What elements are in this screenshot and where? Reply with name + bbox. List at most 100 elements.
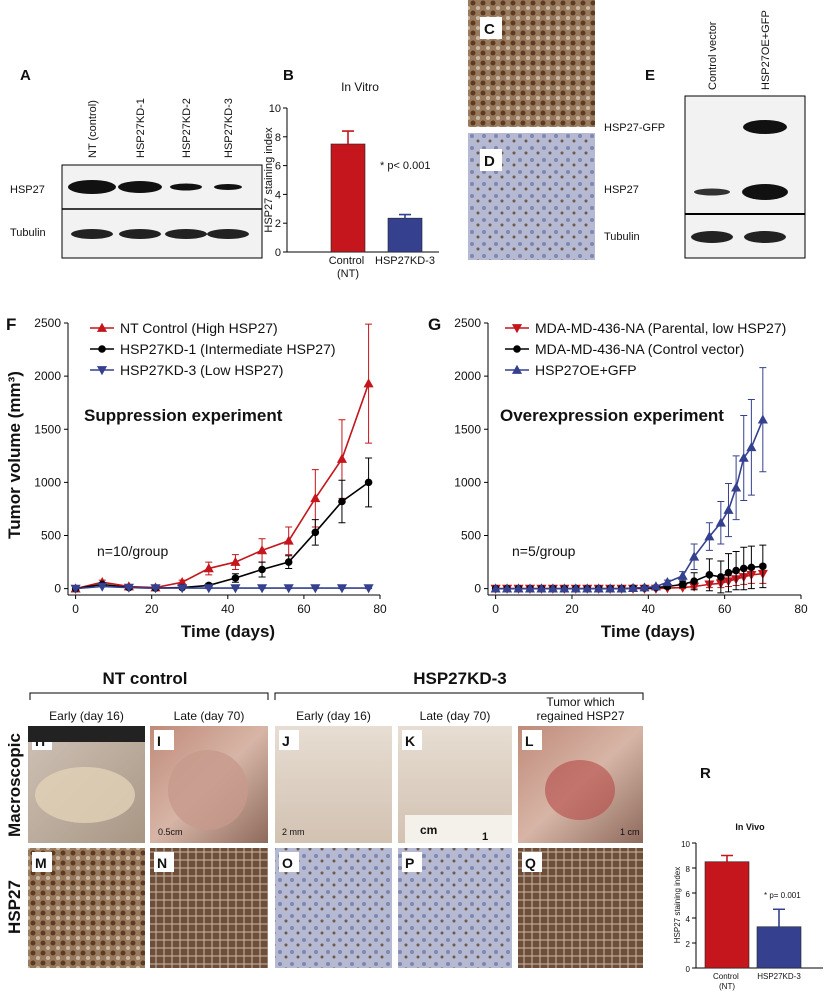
letter-box xyxy=(480,149,502,171)
scale-label: 1 xyxy=(482,831,488,843)
panel-letter: J xyxy=(282,733,290,749)
letter-box xyxy=(32,852,52,872)
marker xyxy=(336,584,348,594)
column-header: regained HSP27 xyxy=(536,709,624,723)
x-tick-label: 80 xyxy=(794,602,808,616)
marker xyxy=(177,584,188,594)
marker xyxy=(757,414,768,424)
letter-box xyxy=(480,17,502,39)
marker xyxy=(338,497,346,506)
y-axis-label: HSP27 staining index xyxy=(263,127,275,233)
bar xyxy=(387,217,423,253)
panel-letter: A xyxy=(20,67,31,84)
marker xyxy=(97,582,108,592)
annotation: * p< 0.001 xyxy=(380,160,430,172)
row-label: Macroscopic xyxy=(5,733,24,837)
x-tick-label: 60 xyxy=(297,602,311,616)
y-tick-label: 6 xyxy=(686,890,691,899)
legend-label: HSP27KD-1 (Intermediate HSP27) xyxy=(120,341,336,357)
scale-label: 1 cm xyxy=(620,827,640,837)
y-tick-label: 0 xyxy=(474,582,481,596)
marker xyxy=(723,504,734,514)
marker xyxy=(547,583,558,593)
y-tick-label: 10 xyxy=(269,103,281,115)
label-line: Control xyxy=(329,255,368,267)
panel-letter: I xyxy=(157,733,161,749)
y-tick-label: 1000 xyxy=(454,475,481,489)
scale-label: cm xyxy=(420,823,437,837)
marker xyxy=(150,584,161,594)
x-axis-label: Time (days) xyxy=(181,622,275,641)
column-header: Early (day 16) xyxy=(296,709,371,723)
band xyxy=(214,184,242,190)
panel-letter: G xyxy=(428,315,441,334)
band xyxy=(170,183,202,191)
y-axis-label: HSP27 staining index xyxy=(673,867,682,944)
marker xyxy=(230,556,241,566)
panel-letter: R xyxy=(700,765,711,782)
group-header: HSP27KD-3 xyxy=(413,669,507,688)
marker xyxy=(524,583,536,593)
series-line xyxy=(75,481,370,590)
lane-label: HSP27KD-2 xyxy=(181,98,193,158)
row-label: HSP27 xyxy=(10,184,45,196)
x-tick-label: 20 xyxy=(565,602,579,616)
row-label: HSP27-GFP xyxy=(604,122,665,134)
panel-letter: Q xyxy=(525,855,536,871)
legend-marker xyxy=(96,322,108,332)
y-axis-label: Tumor volume (mm³) xyxy=(5,371,24,539)
lane-label: HSP27KD-1 xyxy=(135,98,147,158)
y-tick-label: 1500 xyxy=(34,422,61,436)
y-tick-label: 1000 xyxy=(34,475,61,489)
x-tick-label: 0 xyxy=(72,602,79,616)
x-tick-label: Control (NT) xyxy=(329,255,368,280)
annotation: Suppression experiment xyxy=(84,406,283,425)
ruler xyxy=(405,815,512,843)
marker xyxy=(662,577,673,587)
letter-box xyxy=(279,730,299,750)
blot-frame xyxy=(61,164,263,259)
scale-label: 0.5cm xyxy=(158,827,183,837)
panel-letter: O xyxy=(282,855,293,871)
band xyxy=(743,120,787,134)
annotation: Overexpression experiment xyxy=(500,406,724,425)
y-tick-label: 8 xyxy=(275,132,281,144)
y-tick-label: 2000 xyxy=(454,369,481,383)
error-bar xyxy=(399,213,411,219)
y-tick-label: 8 xyxy=(686,865,691,874)
x-tick-label: 20 xyxy=(145,602,159,616)
column-header: Late (day 70) xyxy=(174,709,245,723)
y-tick-label: 0 xyxy=(54,582,61,596)
marker xyxy=(677,570,688,580)
panel-letter: B xyxy=(283,67,294,84)
marker xyxy=(627,582,639,592)
marker xyxy=(759,562,767,571)
marker xyxy=(639,582,650,592)
y-tick-label: 500 xyxy=(41,529,61,543)
legend-label: HSP27KD-3 (Low HSP27) xyxy=(120,362,283,378)
letter-box xyxy=(522,730,542,750)
legend-marker xyxy=(511,324,523,334)
marker xyxy=(738,452,749,462)
y-tick-label: 4 xyxy=(275,189,281,201)
x-tick-label: 40 xyxy=(221,602,235,616)
y-tick-label: 2 xyxy=(275,218,281,230)
band xyxy=(742,184,788,200)
marker xyxy=(203,584,214,594)
label-line: (NT) xyxy=(337,268,359,280)
marker xyxy=(593,583,604,593)
tumor xyxy=(168,750,248,830)
y-tick-label: 6 xyxy=(275,161,281,173)
marker xyxy=(746,442,757,452)
label-line: HSP27KD-3 xyxy=(757,972,801,981)
lane-label: HSP27OE+GFP xyxy=(760,10,772,90)
bar xyxy=(704,861,750,969)
bar xyxy=(330,143,366,253)
label-line: Control xyxy=(713,972,741,981)
marker xyxy=(363,378,374,388)
letter-box xyxy=(154,852,174,872)
y-tick-label: 2500 xyxy=(454,316,481,330)
letter-box xyxy=(279,852,299,872)
marker xyxy=(616,583,627,593)
